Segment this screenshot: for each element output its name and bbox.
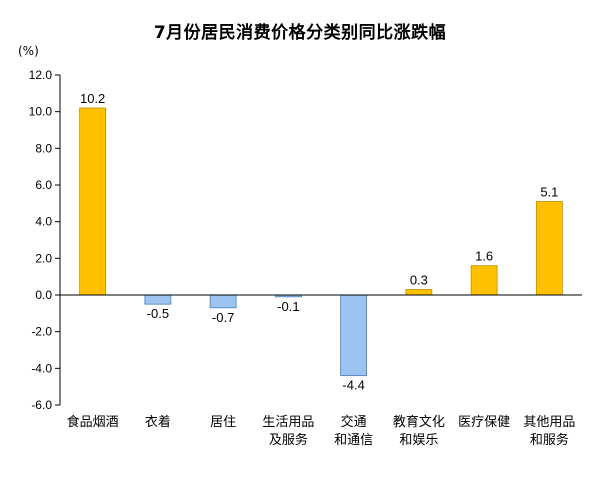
x-category-label: 食品烟酒 [67, 414, 119, 430]
bar [405, 289, 433, 296]
bar [79, 107, 107, 296]
y-tick-label: 10.0 [29, 105, 53, 119]
x-category-label: 其他用品 [523, 415, 575, 430]
value-labels-group: 10.2 -0.5 -0.7 -0.1 -4.4 0.3 1.6 5.1 [80, 91, 558, 393]
bar-value-label: 5.1 [540, 185, 558, 200]
bars-group [79, 107, 563, 377]
y-tick-label: -2.0 [31, 325, 52, 339]
x-category-label: 交通 [341, 414, 367, 430]
x-category-label: 和服务 [530, 432, 569, 448]
x-category-label: 居住 [210, 415, 236, 430]
y-tick-label: 8.0 [35, 141, 52, 155]
bar [144, 294, 172, 305]
x-category-label: 及服务 [269, 432, 308, 448]
bar-value-label: -0.7 [212, 310, 234, 325]
y-tick-label: 4.0 [35, 215, 52, 229]
bar [209, 294, 237, 309]
y-tick-label: -6.0 [31, 398, 52, 412]
y-axis-ticks: 12.0 10.0 8.0 6.0 4.0 2.0 0.0 -2.0 -4.0 -6.0 [29, 68, 60, 412]
x-category-label: 生活用品 [262, 415, 314, 430]
y-tick-label: 0.0 [35, 288, 52, 302]
x-category-label: 和娱乐 [399, 433, 438, 448]
bar-value-label: 0.3 [410, 273, 428, 288]
bar [340, 294, 368, 377]
y-tick-label: 12.0 [29, 68, 53, 82]
axes-group [59, 75, 582, 405]
x-category-label: 和通信 [334, 433, 373, 448]
bar [535, 201, 563, 296]
y-axis-unit-label: (%) [18, 44, 39, 58]
bar-value-label: -0.5 [147, 306, 169, 321]
y-tick-label: 2.0 [35, 251, 52, 265]
bar-value-label: -4.4 [342, 378, 364, 393]
bar-value-label: 10.2 [80, 91, 105, 106]
bar-value-label: -0.1 [277, 299, 299, 314]
y-tick-label: 6.0 [35, 178, 52, 192]
x-category-label: 衣着 [145, 414, 171, 430]
bar [470, 265, 498, 296]
x-category-label: 教育文化 [393, 414, 445, 430]
y-tick-label: -4.0 [31, 361, 52, 375]
bar-value-label: 1.6 [475, 249, 493, 264]
chart-title: 7月份居民消费价格分类别同比涨跌幅 [153, 23, 447, 43]
x-category-label: 医疗保健 [458, 415, 510, 430]
